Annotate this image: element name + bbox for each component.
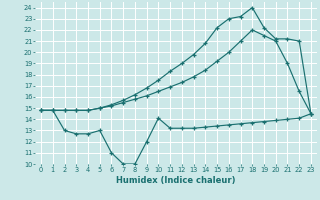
X-axis label: Humidex (Indice chaleur): Humidex (Indice chaleur) xyxy=(116,176,236,185)
